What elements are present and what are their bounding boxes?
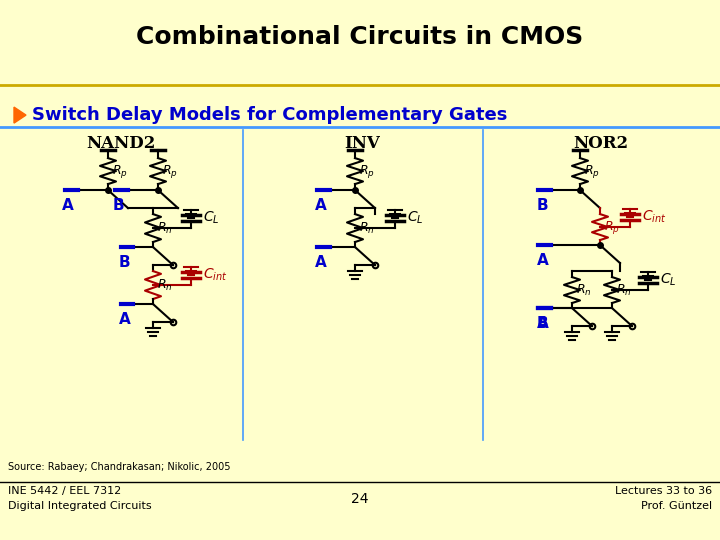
Text: NAND2: NAND2: [86, 135, 156, 152]
Text: $R_n$: $R_n$: [359, 220, 374, 235]
Text: $R_p$: $R_p$: [112, 163, 128, 180]
Text: $R_p$: $R_p$: [604, 219, 620, 235]
Text: A: A: [537, 253, 549, 268]
Polygon shape: [14, 107, 26, 123]
Text: A: A: [315, 198, 327, 213]
Text: $R_p$: $R_p$: [359, 163, 375, 180]
Text: A: A: [537, 316, 549, 331]
Text: A: A: [62, 198, 73, 213]
Text: $R_n$: $R_n$: [616, 282, 631, 298]
Text: Switch Delay Models for Complementary Gates: Switch Delay Models for Complementary Ga…: [32, 106, 508, 124]
Text: B: B: [119, 255, 130, 270]
Text: $R_n$: $R_n$: [157, 220, 173, 235]
Text: 24: 24: [351, 492, 369, 506]
Text: NOR2: NOR2: [573, 135, 629, 152]
Text: $R_p$: $R_p$: [162, 163, 178, 180]
Text: Lectures 33 to 36
Prof. Güntzel: Lectures 33 to 36 Prof. Güntzel: [615, 486, 712, 511]
Text: $C_{int}$: $C_{int}$: [203, 267, 228, 284]
Text: $C_{int}$: $C_{int}$: [642, 209, 667, 225]
Text: Combinational Circuits in CMOS: Combinational Circuits in CMOS: [136, 25, 584, 50]
Text: A: A: [119, 312, 131, 327]
Text: $C_L$: $C_L$: [407, 210, 423, 226]
Text: $C_L$: $C_L$: [203, 210, 220, 226]
Text: B: B: [113, 198, 125, 213]
Text: B: B: [537, 198, 549, 213]
Text: A: A: [315, 255, 327, 270]
Text: INE 5442 / EEL 7312
Digital Integrated Circuits: INE 5442 / EEL 7312 Digital Integrated C…: [8, 486, 152, 511]
Text: B: B: [537, 316, 549, 331]
Text: $R_n$: $R_n$: [576, 282, 592, 298]
Text: Source: Rabaey; Chandrakasan; Nikolic, 2005: Source: Rabaey; Chandrakasan; Nikolic, 2…: [8, 462, 230, 472]
Text: $C_L$: $C_L$: [660, 272, 677, 288]
Text: INV: INV: [344, 135, 380, 152]
Text: $R_n$: $R_n$: [157, 278, 173, 293]
Text: $R_p$: $R_p$: [584, 163, 600, 180]
